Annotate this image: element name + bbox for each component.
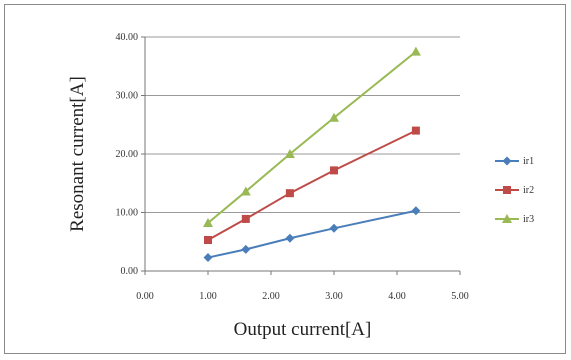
data-point-ir1 (411, 206, 421, 216)
y-tick-label: 0.00 (121, 266, 139, 277)
legend-item-ir2: ir2 (495, 185, 534, 196)
legend-label: ir2 (523, 185, 534, 196)
data-point-ir2 (241, 214, 250, 223)
data-point-ir2 (285, 189, 294, 198)
series-group (203, 46, 421, 263)
legend-marker (502, 214, 512, 223)
chart-frame: 0.00 1.00 2.00 3.00 4.00 5.00 0.00 10.00 20.00 3… (4, 4, 566, 354)
y-axis-title: Resonant current[A] (67, 76, 88, 232)
data-point-ir3 (329, 112, 339, 122)
y-tick-label: 10.00 (116, 208, 139, 219)
data-point-ir3 (410, 46, 421, 56)
x-tick-label: 4.00 (388, 291, 406, 302)
series-ir1 (203, 206, 421, 263)
data-point-ir1 (203, 253, 213, 263)
data-point-ir2 (411, 126, 420, 135)
x-axis-title: Output current[A] (234, 319, 372, 340)
x-tick-labels: 0.00 1.00 2.00 3.00 4.00 5.00 (136, 291, 469, 302)
series-ir3 (203, 46, 421, 228)
series-line-ir2 (207, 129, 417, 241)
series-line-ir1 (207, 209, 417, 259)
legend-marker (503, 186, 511, 194)
data-point-ir1 (329, 223, 339, 233)
legend: ir1 ir2 ir3 (495, 156, 534, 225)
series-ir2 (204, 126, 420, 244)
line-chart: 0.00 1.00 2.00 3.00 4.00 5.00 0.00 10.00 20.00 3… (67, 32, 534, 340)
legend-label: ir1 (523, 156, 534, 167)
legend-item-ir3: ir3 (495, 214, 534, 225)
y-tick-label: 20.00 (116, 149, 139, 160)
x-tick-label: 2.00 (262, 291, 280, 302)
x-tick-label: 1.00 (199, 291, 217, 302)
data-point-ir1 (241, 244, 251, 254)
legend-item-ir1: ir1 (495, 156, 534, 167)
y-tick-labels: 0.00 10.00 20.00 30.00 40.00 (116, 32, 139, 277)
data-point-ir3 (240, 186, 251, 196)
series-line-ir3 (207, 50, 417, 224)
data-point-ir2 (204, 235, 212, 244)
data-point-ir3 (203, 218, 213, 228)
data-point-ir2 (330, 166, 338, 175)
axes (141, 36, 461, 275)
x-tick-label: 5.00 (451, 291, 469, 302)
x-tick-label: 3.00 (325, 291, 343, 302)
x-tick-label: 0.00 (136, 291, 154, 302)
data-point-ir3 (284, 149, 295, 158)
y-tick-label: 30.00 (116, 91, 139, 102)
data-point-ir1 (285, 233, 295, 243)
legend-label: ir3 (523, 214, 534, 225)
y-tick-label: 40.00 (116, 32, 139, 43)
legend-marker (502, 156, 512, 166)
